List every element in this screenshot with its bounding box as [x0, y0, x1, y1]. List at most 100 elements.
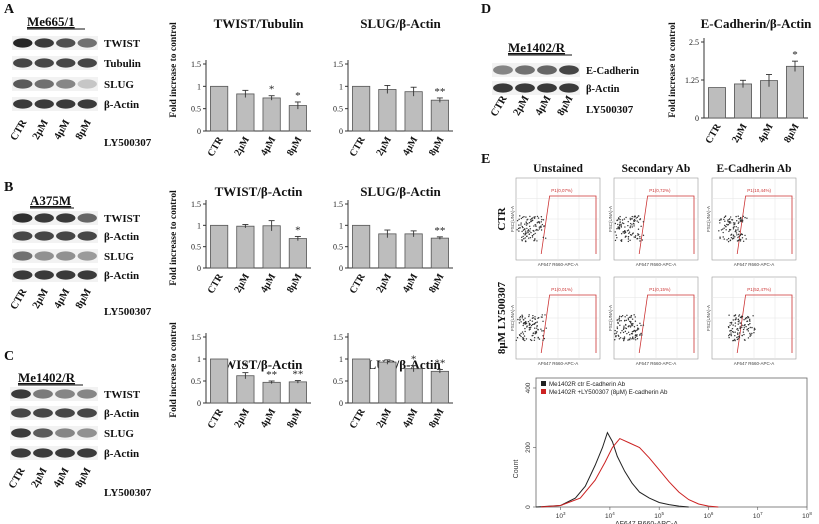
event-dot	[620, 319, 622, 322]
y-tick-label: 0.5	[191, 105, 201, 114]
event-dot	[531, 320, 534, 322]
event-dot	[529, 328, 531, 330]
y-axis-label: Fold increase to control	[169, 22, 179, 118]
blot-panel-b: B A375M TWIST β-Actin SLUG β-Actin CTR 2μM 4μM 8μ…	[4, 180, 152, 318]
event-dot	[519, 215, 521, 217]
blot-band	[56, 251, 76, 261]
blot-band	[33, 389, 53, 399]
event-dot	[521, 239, 523, 241]
event-dot	[525, 235, 528, 238]
event-dot	[624, 226, 626, 228]
dot-x-label: AF647 R660-APC-A	[734, 361, 775, 366]
dot-plot: P1(0,72%) AF647 R660-APC-A FSC(UNA)-A	[608, 177, 699, 267]
event-dot	[636, 237, 639, 240]
x-tick-label: CTR	[206, 134, 226, 158]
event-dot	[735, 318, 737, 320]
event-dot	[630, 323, 633, 325]
x-tick-label: 8μM	[285, 407, 305, 430]
event-dot	[738, 221, 740, 223]
dot-plot: P1(10,44%) AF647 R660-APC-A FSC(UNA)-A	[706, 177, 797, 267]
event-dot	[538, 222, 541, 224]
blot-band	[13, 58, 33, 68]
event-dot	[620, 225, 622, 227]
bar	[734, 83, 752, 119]
event-dot	[738, 332, 741, 334]
event-dot	[730, 323, 733, 325]
blot-label: E-Cadherin	[586, 66, 639, 77]
event-dot	[633, 236, 635, 238]
x-tick-label: 2μM	[232, 135, 252, 158]
blot-band	[77, 99, 97, 109]
event-dot	[624, 327, 626, 329]
event-dot	[527, 231, 529, 233]
event-dot	[521, 216, 524, 219]
event-dot	[747, 327, 750, 330]
blot-band	[77, 389, 97, 399]
bar	[430, 237, 449, 269]
bar	[708, 87, 726, 119]
dot-plot: P1(52,47%) AF647 R660-APC-A FSC(UNA)-A	[706, 276, 797, 366]
y-tick-label: 0	[525, 505, 532, 509]
event-dot	[525, 338, 528, 340]
event-dot	[719, 222, 721, 224]
event-dot	[728, 333, 731, 336]
event-dot	[522, 336, 524, 339]
event-dot	[731, 327, 734, 330]
blot-band	[55, 408, 75, 418]
event-dot	[739, 316, 742, 319]
event-dot	[533, 233, 535, 236]
event-dot	[637, 228, 640, 230]
event-dot	[528, 315, 530, 318]
cell-line-title: A375M	[30, 193, 71, 208]
bar-chart-a1: 0 0.5 1 1.5 TWIST/Tubulin Fold increase to co…	[169, 16, 311, 159]
bar-chart-a2: 0 0.5 1 1.5 SLUG/β-Actin CTR 2μM 4μM ** 8μM	[333, 16, 453, 159]
event-dot	[739, 326, 741, 328]
lane-label: 4μM	[52, 287, 72, 311]
event-dot	[741, 326, 743, 329]
event-dot	[618, 335, 620, 337]
event-dot	[517, 318, 519, 321]
event-dot	[618, 320, 621, 322]
event-dot	[540, 225, 542, 227]
event-dot	[738, 217, 740, 220]
event-dot	[615, 332, 617, 334]
event-dot	[738, 314, 741, 316]
y-tick-label: 1.5	[191, 333, 201, 342]
event-dot	[628, 232, 630, 235]
event-dot	[615, 335, 617, 337]
lane-label: 8μM	[556, 94, 576, 118]
dot-y-label: FSC(UNA)-A	[608, 305, 613, 331]
event-dot	[737, 222, 740, 224]
blot-label: β-Actin	[104, 99, 139, 111]
event-dot	[623, 336, 626, 338]
bar	[404, 233, 423, 269]
event-dot	[740, 216, 742, 219]
event-dot	[628, 316, 631, 318]
event-dot	[614, 333, 616, 335]
legend-label: Me1402R ctr E-cadherin Ab	[549, 381, 626, 388]
x-axis-label: AF647 R660-APC-A	[615, 521, 678, 524]
blot-band	[77, 408, 97, 418]
event-dot	[526, 223, 529, 225]
blot-band	[55, 389, 75, 399]
event-dot	[520, 321, 522, 323]
blot-band	[34, 231, 54, 241]
event-dot	[740, 220, 742, 223]
lane-label: CTR	[489, 94, 510, 119]
blot-label: TWIST	[104, 389, 141, 401]
y-axis-label: Count	[513, 460, 520, 479]
event-dot	[524, 339, 526, 342]
event-dot	[626, 230, 629, 232]
event-dot	[737, 215, 739, 217]
event-dot	[535, 225, 537, 228]
event-dot	[634, 236, 637, 239]
event-dot	[625, 235, 627, 238]
event-dot	[729, 228, 731, 231]
event-dot	[519, 334, 521, 337]
event-dot	[723, 238, 725, 240]
chart-title: E-Cadherin/β-Actin	[701, 16, 813, 31]
dot-x-label: AF647 R660-APC-A	[538, 361, 579, 366]
event-dot	[631, 226, 633, 228]
event-dot	[624, 232, 626, 234]
